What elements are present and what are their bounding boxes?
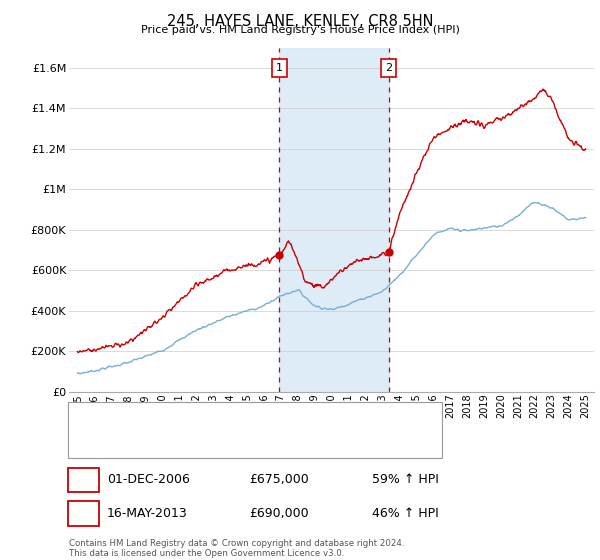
Text: HPI: Average price, detached house, Croydon: HPI: Average price, detached house, Croy… [120,436,356,446]
Text: £675,000: £675,000 [249,473,309,487]
Bar [280,48,389,392]
Text: 1: 1 [79,473,88,487]
Text: 2: 2 [385,63,392,73]
Text: 245, HAYES LANE, KENLEY, CR8 5HN (detached house): 245, HAYES LANE, KENLEY, CR8 5HN (detach… [120,413,405,423]
Text: Price paid vs. HM Land Registry's House Price Index (HPI): Price paid vs. HM Land Registry's House … [140,25,460,35]
Text: 245, HAYES LANE, KENLEY, CR8 5HN: 245, HAYES LANE, KENLEY, CR8 5HN [167,14,433,29]
Text: 16-MAY-2013: 16-MAY-2013 [107,507,188,520]
Text: 2: 2 [79,507,88,520]
Text: Contains HM Land Registry data © Crown copyright and database right 2024.
This d: Contains HM Land Registry data © Crown c… [69,539,404,558]
Text: 59% ↑ HPI: 59% ↑ HPI [372,473,439,487]
Text: 1: 1 [276,63,283,73]
Text: £690,000: £690,000 [249,507,308,520]
Text: 46% ↑ HPI: 46% ↑ HPI [372,507,439,520]
Text: 01-DEC-2006: 01-DEC-2006 [107,473,190,487]
